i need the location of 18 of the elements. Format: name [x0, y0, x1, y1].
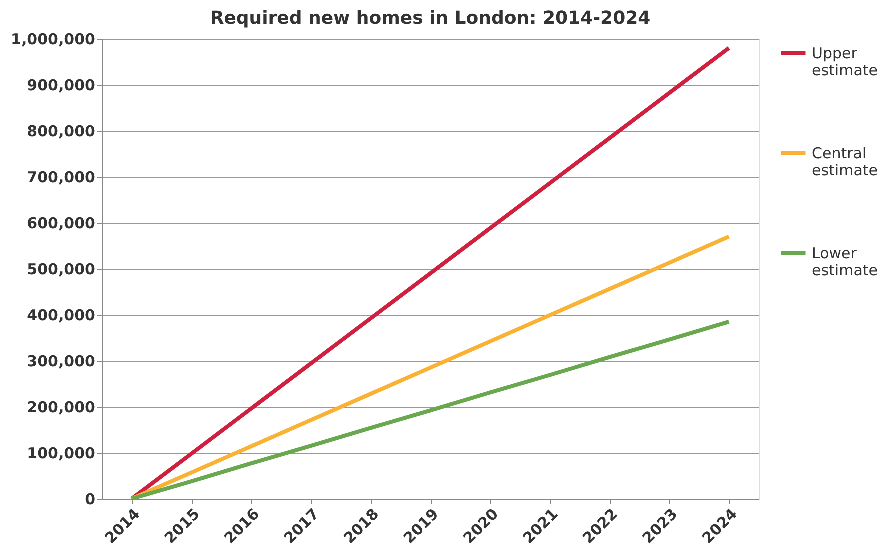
y-tick-label: 500,000 — [27, 260, 96, 278]
y-tick-label: 100,000 — [27, 444, 96, 462]
y-tick-label: 900,000 — [27, 76, 96, 94]
y-tick-label: 600,000 — [27, 214, 96, 232]
legend-label: Upper estimate — [812, 44, 878, 80]
legend-label: Lower estimate — [812, 244, 878, 280]
y-tick-label: 300,000 — [27, 352, 96, 370]
y-tick-label: 1,000,000 — [11, 30, 96, 48]
y-tick-label: 400,000 — [27, 306, 96, 324]
line-series — [130, 234, 732, 501]
y-tick-label: 800,000 — [27, 122, 96, 140]
legend-label: Central estimate — [812, 144, 878, 180]
y-tick-label: 700,000 — [27, 168, 96, 186]
line-series — [130, 320, 732, 501]
line-series — [130, 46, 732, 501]
y-tick-label: 200,000 — [27, 398, 96, 416]
y-tick-label: 0 — [85, 490, 96, 508]
chart-title: Required new homes in London: 2014-2024 — [210, 8, 651, 29]
